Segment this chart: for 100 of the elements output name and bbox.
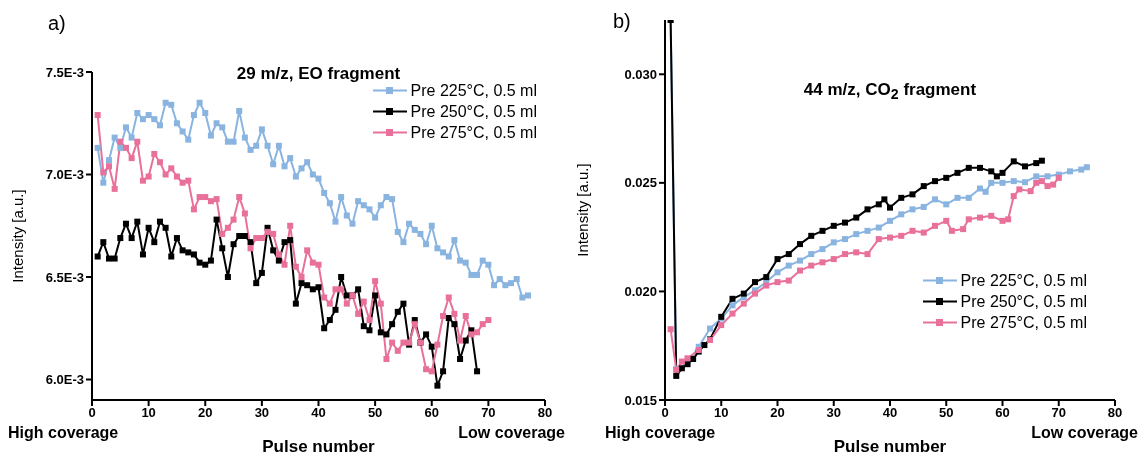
point [1038, 157, 1045, 164]
point [842, 251, 848, 258]
point [797, 267, 803, 274]
x-tick-label: 60 [995, 405, 1010, 421]
x-tick-label: 70 [481, 405, 496, 421]
point [678, 365, 685, 372]
legend-label: Pre 250°C, 0.5 ml [960, 292, 1087, 312]
point [887, 204, 893, 211]
point [993, 173, 1000, 180]
point [920, 229, 927, 236]
y-axis-title: Intensity [a.u.] [9, 189, 27, 283]
point [819, 246, 826, 253]
point [932, 196, 938, 203]
point [954, 169, 961, 176]
point [909, 191, 916, 198]
text: a) [48, 12, 66, 35]
x-tick-label: 80 [1107, 405, 1123, 421]
point [707, 325, 713, 332]
point [797, 241, 803, 248]
x-tick-label: 10 [141, 405, 156, 421]
y-tick-label: 7.0E-3 [45, 167, 84, 183]
text: 44 m/z, CO$_{2}$ fragment [802, 80, 978, 103]
point [909, 227, 916, 234]
point [1005, 216, 1012, 223]
point [1022, 163, 1028, 170]
text: Low coverage [1031, 424, 1138, 442]
x-tick-label: 60 [424, 405, 439, 421]
point [729, 295, 736, 302]
x-tick-label: 0 [88, 405, 96, 421]
point [808, 251, 815, 258]
legend-label: Pre 275°C, 0.5 ml [960, 313, 1087, 333]
point [965, 216, 972, 223]
point [977, 185, 983, 192]
point [977, 164, 983, 171]
point [875, 201, 882, 208]
point [898, 232, 905, 239]
point [1033, 160, 1040, 167]
point [1010, 193, 1017, 200]
point [1038, 178, 1045, 185]
point [830, 222, 837, 229]
point [774, 256, 781, 263]
point [1083, 164, 1090, 171]
point [982, 188, 989, 195]
point [819, 227, 826, 234]
x-tick-label: 50 [939, 405, 954, 421]
y-tick-label: 7.5E-3 [45, 64, 84, 80]
x-tick-label: 10 [714, 405, 729, 421]
point [729, 302, 736, 309]
point [678, 358, 685, 365]
x-tick-label: 0 [661, 405, 669, 421]
point [774, 269, 781, 276]
point [965, 164, 972, 171]
point [740, 290, 747, 297]
point [875, 236, 882, 243]
point [808, 232, 815, 239]
text: Low coverage [458, 424, 565, 442]
point [932, 178, 938, 185]
point [797, 257, 803, 264]
point [1027, 188, 1034, 195]
point [774, 279, 781, 286]
x-tick-label: 20 [770, 405, 785, 421]
point [1016, 186, 1023, 193]
point [1033, 173, 1040, 180]
point [965, 194, 972, 201]
point [988, 168, 995, 175]
x-tick-label: 40 [882, 405, 898, 421]
point [842, 236, 848, 243]
point [819, 259, 826, 266]
x-tick-label: 80 [537, 405, 553, 421]
point [729, 310, 736, 317]
point [701, 342, 708, 349]
y-tick-label: 0.020 [624, 284, 657, 300]
point [740, 300, 747, 307]
point [887, 234, 893, 241]
point [1010, 158, 1017, 165]
y-tick-label: 6.5E-3 [45, 269, 84, 285]
legend-label: Pre 275°C, 0.5 ml [410, 123, 537, 143]
x-axis-title: Pulse number [833, 437, 947, 454]
point [864, 227, 871, 234]
point [943, 201, 950, 208]
y-tick-label: 0.025 [624, 175, 657, 191]
point [898, 211, 905, 218]
point [1010, 178, 1017, 185]
x-tick-label: 40 [311, 405, 326, 421]
point [932, 222, 938, 229]
point [785, 251, 792, 258]
point [881, 196, 888, 203]
point [999, 169, 1006, 176]
point [920, 203, 927, 210]
x-tick-label: 30 [826, 405, 841, 421]
point [842, 219, 848, 226]
point [808, 262, 815, 269]
y-tick-label: 6.0E-3 [45, 372, 84, 388]
point [954, 194, 961, 201]
point [943, 217, 950, 224]
point [920, 183, 927, 190]
point [667, 326, 674, 333]
point [785, 262, 792, 269]
point [1050, 181, 1057, 188]
x-axis-title: Pulse number [262, 437, 376, 454]
